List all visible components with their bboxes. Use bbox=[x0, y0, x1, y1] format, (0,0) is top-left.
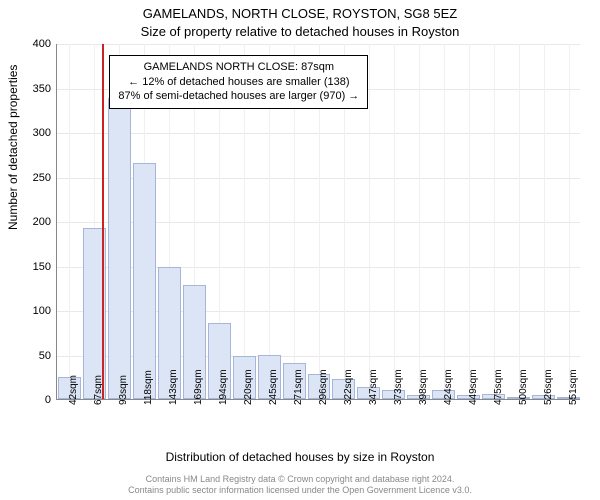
x-tick-label: 271sqm bbox=[293, 369, 304, 405]
gridline-vertical bbox=[419, 44, 420, 399]
footer-line-1: Contains HM Land Registry data © Crown c… bbox=[146, 474, 455, 484]
x-tick-label: 424sqm bbox=[443, 369, 454, 405]
x-tick-label: 551sqm bbox=[568, 369, 579, 405]
gridline-vertical bbox=[544, 44, 545, 399]
x-tick-label: 143sqm bbox=[168, 369, 179, 405]
histogram-bar bbox=[133, 163, 156, 399]
x-tick-label: 373sqm bbox=[393, 369, 404, 405]
x-tick-label: 322sqm bbox=[343, 369, 354, 405]
gridline-vertical bbox=[569, 44, 570, 399]
x-tick-label: 398sqm bbox=[418, 369, 429, 405]
y-axis-label: Number of detached properties bbox=[6, 65, 20, 230]
chart-title-main: GAMELANDS, NORTH CLOSE, ROYSTON, SG8 5EZ bbox=[0, 6, 600, 21]
histogram-bar bbox=[108, 98, 131, 399]
chart-container: GAMELANDS, NORTH CLOSE, ROYSTON, SG8 5EZ… bbox=[0, 0, 600, 500]
gridline-vertical bbox=[369, 44, 370, 399]
reference-marker-line bbox=[102, 44, 104, 399]
chart-title-sub: Size of property relative to detached ho… bbox=[0, 24, 600, 39]
y-tick-label: 50 bbox=[39, 350, 51, 362]
y-tick-label: 150 bbox=[33, 261, 51, 273]
x-axis-label: Distribution of detached houses by size … bbox=[0, 450, 600, 464]
gridline-vertical bbox=[69, 44, 70, 399]
y-tick-label: 350 bbox=[33, 83, 51, 95]
footer-line-2: Contains public sector information licen… bbox=[128, 485, 472, 495]
gridline-vertical bbox=[469, 44, 470, 399]
x-tick-label: 296sqm bbox=[318, 369, 329, 405]
gridline-vertical bbox=[519, 44, 520, 399]
x-tick-label: 347sqm bbox=[368, 369, 379, 405]
x-tick-label: 526sqm bbox=[543, 369, 554, 405]
y-tick-label: 300 bbox=[33, 127, 51, 139]
x-tick-label: 118sqm bbox=[143, 370, 154, 405]
annotation-line-1: GAMELANDS NORTH CLOSE: 87sqm bbox=[118, 60, 359, 75]
x-tick-label: 500sqm bbox=[518, 369, 529, 405]
y-tick-label: 250 bbox=[33, 172, 51, 184]
y-tick-label: 200 bbox=[33, 216, 51, 228]
y-tick-label: 0 bbox=[45, 394, 51, 406]
gridline-vertical bbox=[444, 44, 445, 399]
x-tick-label: 42sqm bbox=[68, 375, 79, 405]
y-tick-label: 100 bbox=[33, 305, 51, 317]
gridline-vertical bbox=[394, 44, 395, 399]
x-tick-label: 245sqm bbox=[268, 369, 279, 405]
y-tick-label: 400 bbox=[33, 38, 51, 50]
annotation-box: GAMELANDS NORTH CLOSE: 87sqm← 12% of det… bbox=[109, 55, 368, 110]
annotation-line-2: ← 12% of detached houses are smaller (13… bbox=[118, 75, 359, 90]
x-tick-label: 169sqm bbox=[193, 369, 204, 405]
gridline-vertical bbox=[494, 44, 495, 399]
x-tick-label: 449sqm bbox=[468, 369, 479, 405]
plot-area: 05010015020025030035040042sqm67sqm93sqm1… bbox=[56, 44, 580, 400]
x-tick-label: 194sqm bbox=[218, 369, 229, 405]
annotation-line-3: 87% of semi-detached houses are larger (… bbox=[118, 89, 359, 104]
footer-attribution: Contains HM Land Registry data © Crown c… bbox=[0, 474, 600, 497]
x-tick-label: 93sqm bbox=[118, 375, 129, 405]
x-tick-label: 475sqm bbox=[493, 369, 504, 405]
x-tick-label: 220sqm bbox=[243, 369, 254, 405]
